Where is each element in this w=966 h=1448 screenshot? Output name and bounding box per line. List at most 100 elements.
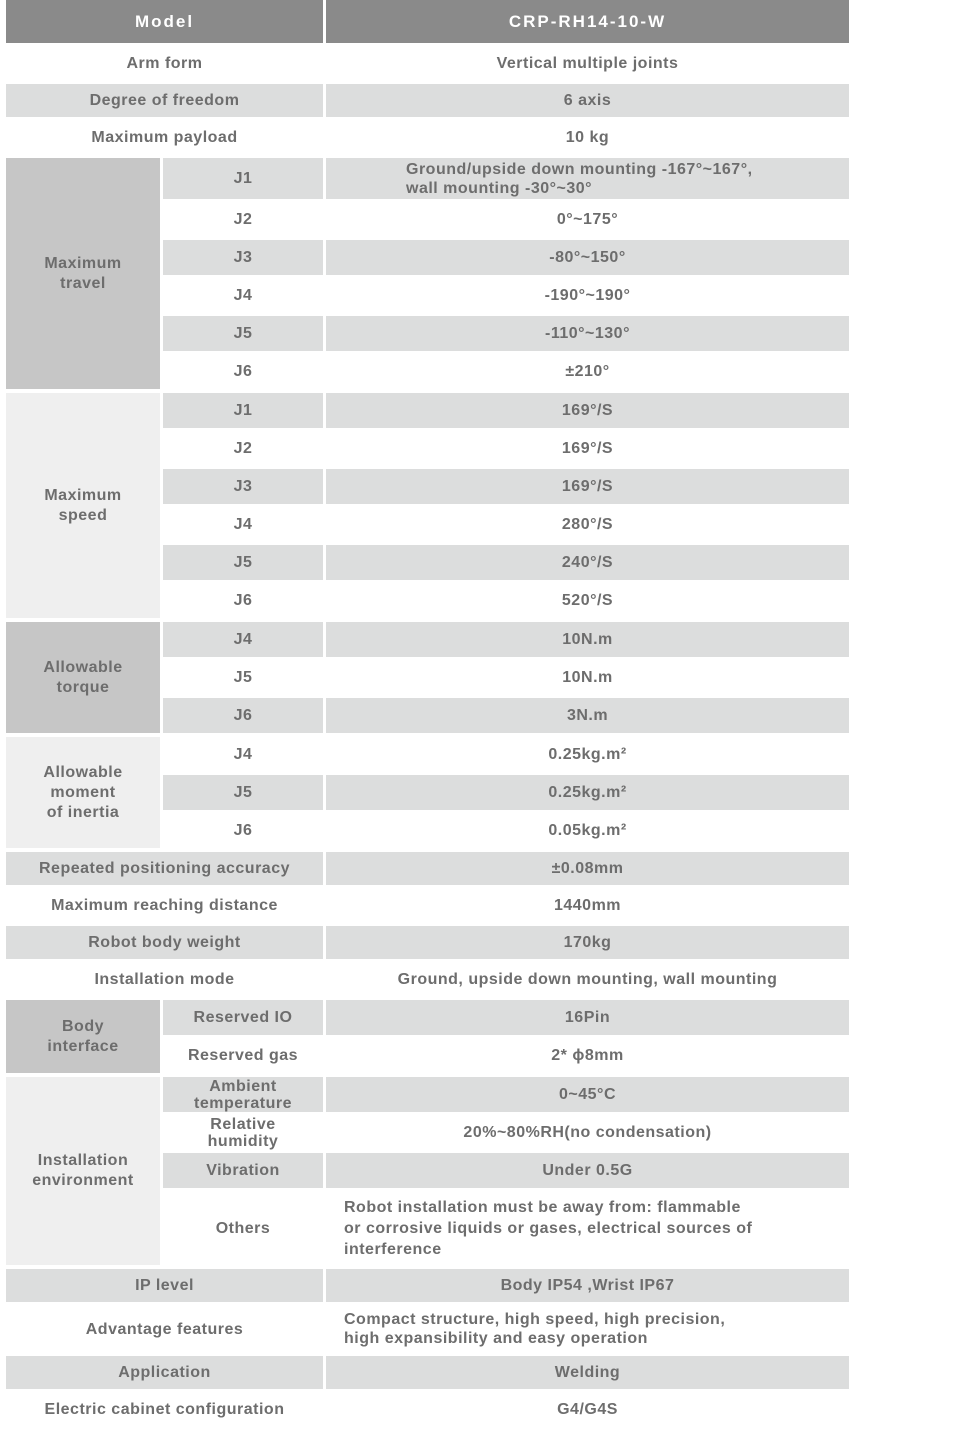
joint-label: J5 (163, 316, 323, 351)
section-label: Maximum speed (6, 393, 160, 618)
row-degree-of-freedom: Degree of freedom 6 axis (6, 84, 849, 117)
row-value: 0.05kg.m² (548, 822, 627, 839)
row-robot-body-weight: Robot body weight 170kg (6, 926, 849, 959)
row-value: 520°/S (561, 592, 614, 609)
sub-label: Others (215, 1219, 271, 1237)
section-row-j5: J5 0.25kg.m² (163, 775, 849, 810)
row-label: IP level (6, 1269, 323, 1302)
row-label: Application (6, 1356, 323, 1389)
section-label: Installation environment (6, 1077, 160, 1265)
section-row-j2: J2 169°/S (163, 431, 849, 466)
joint-label: J6 (163, 698, 323, 733)
section-row-others: Others Robot installation must be away f… (163, 1191, 849, 1265)
joint-label: J4 (163, 622, 323, 657)
row-value: 240°/S (326, 545, 849, 580)
row-value: 3N.m (326, 698, 849, 733)
row-value: 170kg (326, 926, 849, 959)
section-installation-environment: Installation environment Ambient tempera… (6, 1077, 849, 1265)
row-value: 0~45°C (326, 1077, 849, 1112)
row-value: 169°/S (561, 440, 614, 457)
section-row-j5: J5 -110°~130° (163, 316, 849, 351)
section-row-reserved-io: Reserved IO 16Pin (163, 1000, 849, 1035)
row-value: G4/G4S (557, 1401, 618, 1418)
row-label: Maximum payload (91, 129, 238, 146)
row-electric-cabinet-configuration: Electric cabinet configuration G4/G4S (6, 1393, 849, 1426)
row-label: Robot body weight (6, 926, 323, 959)
sub-label: Reserved gas (187, 1047, 299, 1064)
section-label: Allowable moment of inertia (6, 737, 160, 848)
sub-label: Vibration (163, 1153, 323, 1188)
row-value: 0°~175° (556, 211, 619, 228)
table-header-row: Model CRP-RH14-10-W (6, 0, 849, 43)
row-repeated-positioning-accuracy: Repeated positioning accuracy ±0.08mm (6, 852, 849, 885)
row-installation-mode: Installation mode Ground, upside down mo… (6, 963, 849, 996)
row-value: Body IP54 ,Wrist IP67 (326, 1269, 849, 1302)
section-row-j6: J6 0.05kg.m² (163, 813, 849, 848)
row-value: -190°~190° (544, 287, 631, 304)
joint-label: J4 (233, 287, 253, 304)
row-value: 10N.m (326, 622, 849, 657)
joint-label: J3 (163, 469, 323, 504)
row-value: Robot installation must be away from: fl… (344, 1198, 753, 1258)
row-arm-form: Arm form Vertical multiple joints (6, 47, 849, 80)
row-maximum-reaching-distance: Maximum reaching distance 1440mm (6, 889, 849, 922)
joint-label: J2 (233, 440, 253, 457)
row-value: 20%~80%RH(no condensation) (463, 1124, 712, 1141)
section-row-vibration: Vibration Under 0.5G (163, 1153, 849, 1188)
row-value: ±210° (565, 363, 610, 380)
row-value: 0.25kg.m² (548, 746, 627, 763)
row-label: Advantage features (85, 1320, 244, 1338)
row-application: Application Welding (6, 1356, 849, 1389)
row-value: Ground/upside down mounting -167°~167°, … (326, 158, 849, 199)
row-value: Under 0.5G (326, 1153, 849, 1188)
section-allowable-torque: Allowable torque J4 10N.m J5 10N.m J6 3N… (6, 622, 849, 733)
row-value: 169°/S (326, 469, 849, 504)
row-value: 169°/S (326, 393, 849, 428)
joint-label: J1 (163, 158, 323, 199)
row-value: Vertical multiple joints (496, 55, 679, 72)
row-value: Compact structure, high speed, high prec… (344, 1311, 726, 1347)
section-body-interface: Body interface Reserved IO 16Pin Reserve… (6, 1000, 849, 1073)
section-row-ambient-temperature: Ambient temperature 0~45°C (163, 1077, 849, 1112)
row-label: Installation mode (94, 971, 235, 988)
section-row-reserved-gas: Reserved gas 2* ϕ8mm (163, 1038, 849, 1073)
row-label: Electric cabinet configuration (44, 1401, 285, 1418)
joint-label: J5 (163, 545, 323, 580)
joint-label: J1 (163, 393, 323, 428)
section-row-j6: J6 3N.m (163, 698, 849, 733)
section-row-j3: J3 169°/S (163, 469, 849, 504)
joint-label: J6 (233, 592, 253, 609)
row-label: Degree of freedom (6, 84, 323, 117)
joint-label: J3 (163, 240, 323, 275)
row-value: 1440mm (553, 897, 622, 914)
section-row-j1: J1 169°/S (163, 393, 849, 428)
row-value: 6 axis (326, 84, 849, 117)
joint-label: J5 (233, 669, 253, 686)
row-value: -80°~150° (326, 240, 849, 275)
section-label: Maximum travel (6, 158, 160, 389)
joint-label: J4 (233, 516, 253, 533)
joint-label: J6 (233, 822, 253, 839)
row-value: 280°/S (561, 516, 614, 533)
joint-label: J6 (233, 363, 253, 380)
sub-label: Relative humidity (207, 1115, 279, 1150)
section-maximum-travel: Maximum travel J1 Ground/upside down mou… (6, 158, 849, 389)
row-value: 16Pin (326, 1000, 849, 1035)
section-maximum-speed: Maximum speed J1 169°/S J2 169°/S J3 169… (6, 393, 849, 618)
section-row-j6: J6 520°/S (163, 583, 849, 618)
row-advantage-features: Advantage features Compact structure, hi… (6, 1306, 849, 1352)
row-value: Ground, upside down mounting, wall mount… (397, 971, 778, 988)
model-header-value: CRP-RH14-10-W (326, 0, 849, 43)
row-value: -110°~130° (326, 316, 849, 351)
row-value: 10N.m (562, 669, 613, 686)
model-header-label: Model (6, 0, 323, 43)
joint-label: J5 (163, 775, 323, 810)
section-row-j6: J6 ±210° (163, 354, 849, 389)
section-row-j4: J4 280°/S (163, 507, 849, 542)
row-value: 0.25kg.m² (326, 775, 849, 810)
sub-label: Reserved IO (163, 1000, 323, 1035)
row-label: Arm form (126, 55, 203, 72)
section-row-j3: J3 -80°~150° (163, 240, 849, 275)
section-row-relative-humidity: Relative humidity 20%~80%RH(no condensat… (163, 1115, 849, 1150)
row-label: Maximum reaching distance (51, 897, 278, 914)
